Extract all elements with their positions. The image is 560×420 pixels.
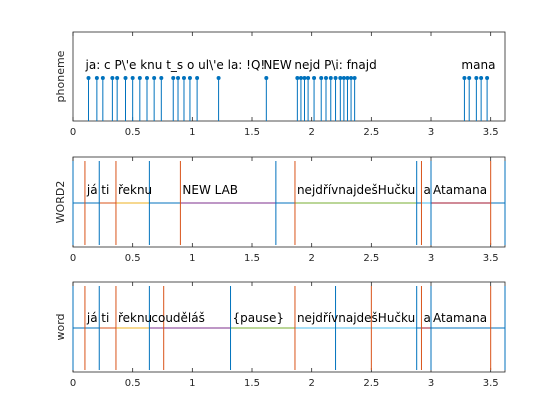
x-tick-label: 1.5	[244, 378, 260, 389]
word-label: Atamana	[433, 311, 487, 325]
axes-box	[72, 31, 506, 122]
x-tick-label: 1	[189, 378, 195, 389]
word-label: a	[423, 311, 430, 325]
stem-marker	[302, 76, 307, 80]
x-tick-label: 3.5	[483, 378, 499, 389]
x-tick-label: 0.5	[125, 378, 141, 389]
x-tick-label: 1.5	[244, 127, 260, 138]
stem-marker	[94, 76, 99, 80]
x-tick-label: 0	[70, 127, 76, 138]
stem-marker	[328, 76, 333, 80]
phoneme-label: NEW	[263, 58, 292, 72]
word-label: řeknu	[118, 183, 152, 197]
stem-marker	[479, 76, 484, 80]
x-tick-label: 1	[189, 127, 195, 138]
stem-marker	[152, 76, 157, 80]
x-tick-label: 2.5	[363, 378, 379, 389]
stem-marker	[115, 76, 120, 80]
x-tick-label: 0	[70, 253, 76, 264]
stem-marker	[195, 76, 200, 80]
axes-box	[72, 281, 506, 373]
stem-marker	[474, 76, 479, 80]
stem-marker	[137, 76, 142, 80]
stem-marker	[341, 76, 346, 80]
x-tick-label: 1.5	[244, 253, 260, 264]
word-label: já	[86, 311, 98, 325]
x-tick-label: 3	[428, 253, 434, 264]
stem-marker	[312, 76, 317, 80]
x-tick-label: 3.5	[483, 253, 499, 264]
stem-marker	[333, 76, 338, 80]
x-tick-label: 2	[308, 127, 314, 138]
stem-marker	[181, 76, 186, 80]
phoneme-label: ja: c P\'e knu t_s o ul\'e la: !Q!	[85, 58, 266, 72]
stem-marker	[144, 76, 149, 80]
x-tick-label: 3	[428, 378, 434, 389]
stem-marker	[176, 76, 181, 80]
stem-marker	[295, 76, 300, 80]
stem-marker	[462, 76, 467, 80]
stem-marker	[352, 76, 357, 80]
stem-marker	[187, 76, 192, 80]
word-label: ti	[101, 311, 109, 325]
stem-marker	[123, 76, 128, 80]
x-tick-label: 0.5	[125, 127, 141, 138]
stem-marker	[467, 76, 472, 80]
stem-marker	[306, 76, 311, 80]
y-axis-label: WORD2	[54, 181, 67, 224]
word-label: nejdřívnajdešHučku	[297, 183, 415, 197]
y-axis-label: phoneme	[54, 50, 67, 102]
stem-marker	[264, 76, 269, 80]
stem-marker	[100, 76, 105, 80]
word-label: {pause}	[233, 311, 284, 325]
x-tick-label: 2	[308, 253, 314, 264]
x-tick-label: 3	[428, 127, 434, 138]
x-tick-label: 1	[189, 253, 195, 264]
word-label: a	[423, 183, 430, 197]
panel-word: word 0 0.5 1 1.5 2 2.5 3 3.5 já ti řeknu couděláš {pa…	[54, 281, 506, 389]
word-label: ti	[101, 183, 109, 197]
stem-marker	[338, 76, 343, 80]
stem-marker	[159, 76, 164, 80]
stem-marker	[349, 76, 354, 80]
stem-marker	[130, 76, 135, 80]
word-label: NEW LAB	[182, 183, 238, 197]
x-tick-label: 2.5	[363, 253, 379, 264]
stem-marker	[171, 76, 176, 80]
y-axis-label: word	[54, 313, 67, 340]
stem-marker	[323, 76, 328, 80]
stem-marker	[319, 76, 324, 80]
word-label: řeknu	[118, 311, 152, 325]
word-label: já	[86, 183, 98, 197]
stem-marker	[345, 76, 350, 80]
word-label: nejdřívnajdešHučku	[297, 311, 415, 325]
x-tick-label: 2	[308, 378, 314, 389]
phoneme-label: nejd P\i: fnajd	[294, 58, 376, 72]
panel-phoneme: phoneme 0 0.5 1 1.5 2 2.5 3 3.5 ja: c P\'e knu t_…	[54, 31, 506, 138]
word-label: couděláš	[151, 311, 204, 325]
stem-marker	[298, 76, 303, 80]
stem-marker	[485, 76, 490, 80]
axes-box	[72, 156, 506, 248]
stem-marker	[110, 76, 115, 80]
phoneme-label: mana	[461, 58, 495, 72]
stem-marker	[216, 76, 221, 80]
x-tick-label: 2.5	[363, 127, 379, 138]
panel-word2: WORD2 0 0.5 1 1.5 2 2.5 3 3.5 já ti řeknu NEW LAB nej…	[54, 156, 506, 264]
stem-marker	[86, 76, 91, 80]
x-tick-label: 0	[70, 378, 76, 389]
x-tick-label: 0.5	[125, 253, 141, 264]
word-label: Atamana	[433, 183, 487, 197]
x-tick-label: 3.5	[483, 127, 499, 138]
